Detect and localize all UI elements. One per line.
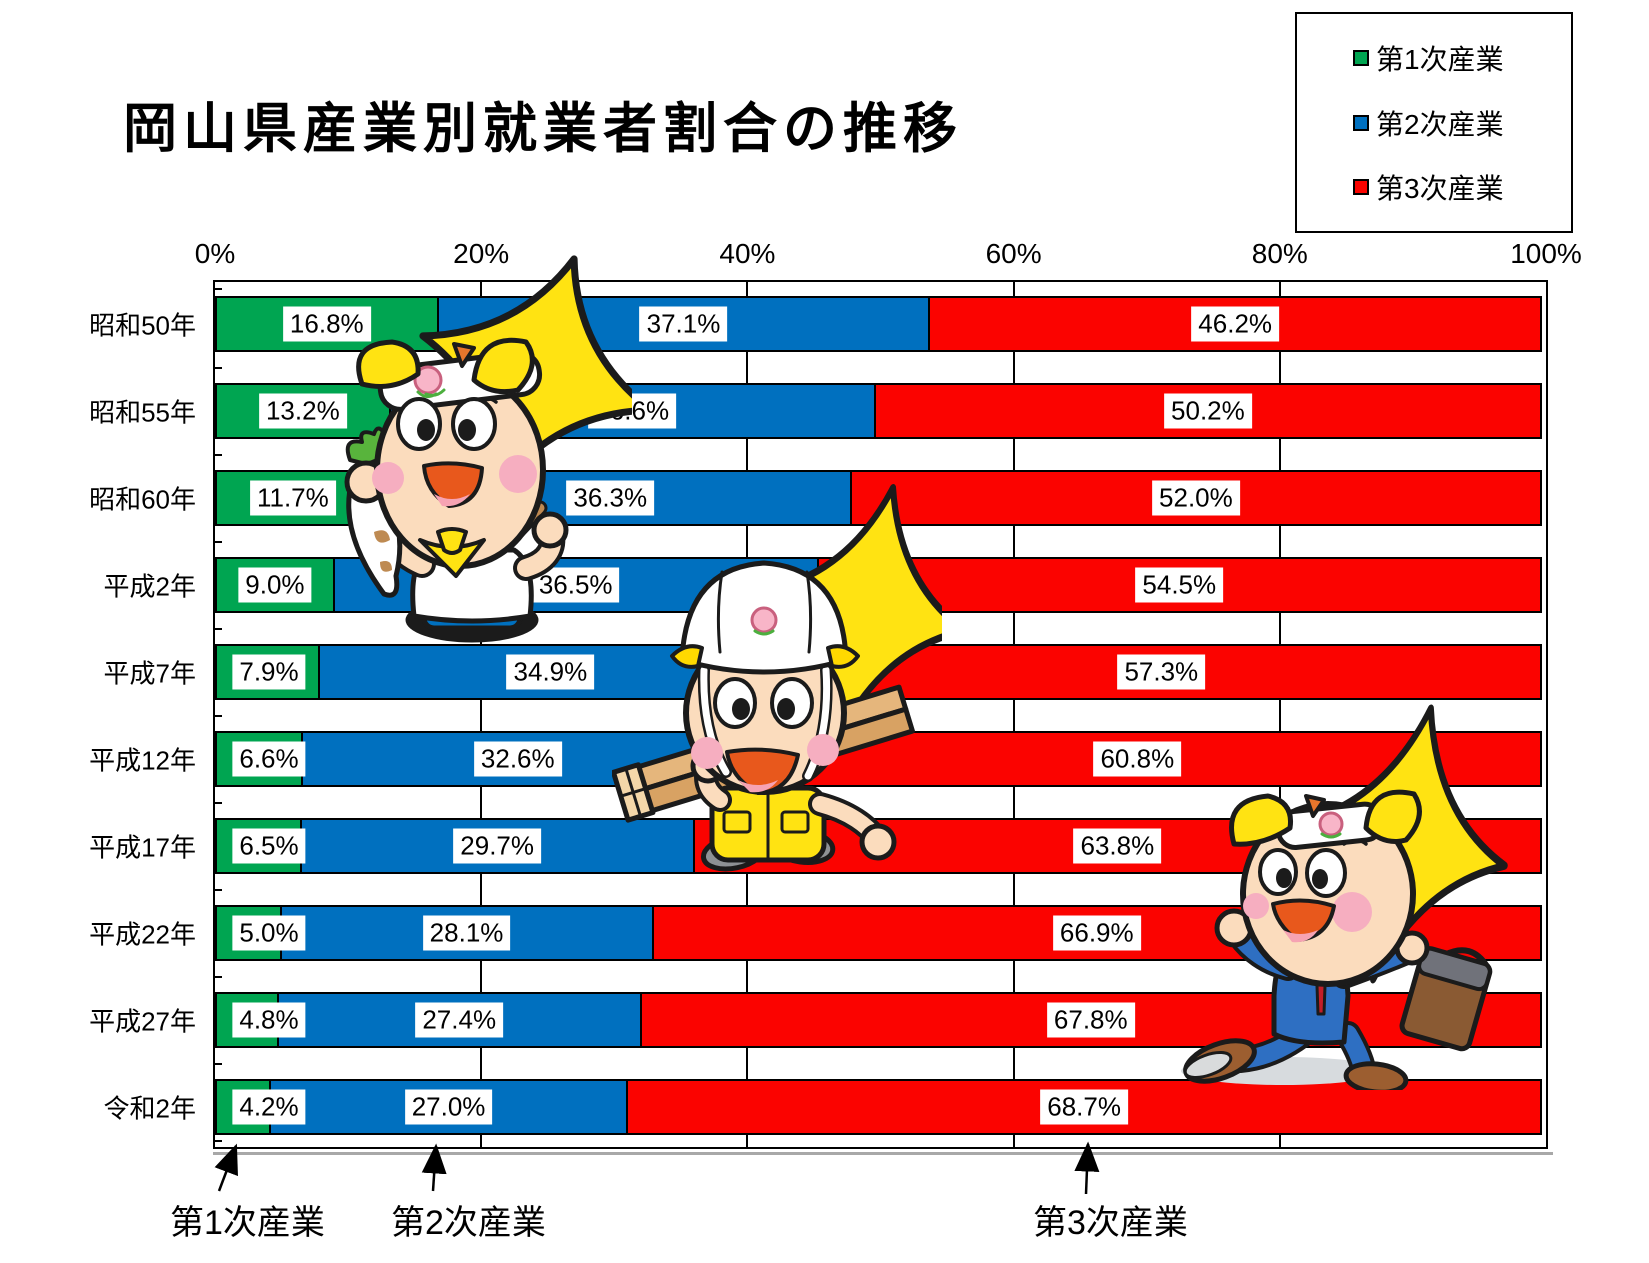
data-label: 46.2% (1191, 306, 1280, 342)
data-label: 16.8% (282, 306, 371, 342)
category-axis-tick (215, 627, 222, 630)
bar-segment-第1次産業: 11.7% (215, 470, 371, 526)
bar-segment-第2次産業: 27.4% (276, 992, 642, 1048)
legend-swatch-icon (1353, 178, 1369, 195)
category-axis-tick (215, 975, 222, 978)
category-label-平成17年: 平成17年 (89, 832, 196, 863)
category-label-平成12年: 平成12年 (89, 745, 196, 776)
data-label: 4.2% (232, 1089, 306, 1125)
data-label: 27.4% (415, 1002, 504, 1038)
bar-segment-第3次産業: 46.2% (928, 296, 1542, 352)
category-label-令和2年: 令和2年 (103, 1093, 196, 1124)
category-label-昭和60年: 昭和60年 (89, 484, 196, 515)
data-label: 27.0% (404, 1089, 493, 1125)
data-label: 37.1% (639, 306, 728, 342)
legend-label: 第1次産業 (1376, 44, 1504, 76)
bar-segment-第3次産業: 50.2% (873, 383, 1542, 439)
bar-segment-第2次産業: 27.0% (268, 1079, 629, 1135)
data-label: 11.7% (249, 480, 336, 516)
x-axis-tick-0%: 0% (194, 238, 236, 269)
data-label: 36.5% (531, 567, 620, 603)
category-axis-tick (215, 888, 222, 891)
data-label: 32.6% (473, 741, 562, 777)
gridline-80pct (1278, 282, 1281, 1147)
category-axis-tick (215, 366, 222, 369)
data-label: 60.8% (1093, 741, 1182, 777)
gridline-20pct (480, 282, 483, 1147)
x-axis-tick-100%: 100% (1510, 238, 1582, 269)
data-label: 57.3% (1117, 654, 1206, 690)
category-label-平成7年: 平成7年 (103, 658, 196, 689)
chart-title: 岡山県産業別就業者割合の推移 (123, 99, 963, 159)
data-label: 5.0% (232, 915, 306, 951)
legend-swatch-icon (1353, 114, 1369, 131)
mascot-construction-worker (612, 484, 942, 872)
legend-entry-2: 第2次産業 (1353, 103, 1571, 143)
legend-swatch-icon (1353, 50, 1369, 67)
bar-segment-第2次産業: 28.1% (279, 905, 654, 961)
bar-segment-第1次産業: 9.0% (215, 557, 335, 613)
data-label: 9.0% (238, 567, 312, 603)
plot-bottom-shadow-line (213, 1152, 1553, 1155)
data-label: 63.8% (1073, 828, 1162, 864)
category-label-昭和50年: 昭和50年 (89, 310, 196, 341)
category-label-平成2年: 平成2年 (103, 571, 196, 602)
category-axis-tick (215, 1062, 222, 1065)
callout-secondary-industry: 第2次産業 (391, 1204, 546, 1242)
data-label: 6.6% (232, 741, 306, 777)
bar-segment-第1次産業: 7.9% (215, 644, 321, 700)
bar-segment-第1次産業: 6.6% (215, 731, 306, 787)
category-axis-tick (215, 801, 222, 804)
callout-primary-industry: 第1次産業 (170, 1204, 325, 1242)
x-axis-tick-20%: 20% (453, 238, 510, 269)
bar-segment-第2次産業: 29.7% (299, 818, 695, 874)
bar-row-昭和55年: 13.2% 36.6% 50.2% (215, 383, 1546, 439)
category-axis-tick (215, 453, 222, 456)
data-label: 7.9% (232, 654, 306, 690)
data-label: 68.7% (1040, 1089, 1128, 1125)
bar-segment-第3次産業: 67.8% (639, 992, 1542, 1048)
x-axis-tick-40%: 40% (719, 238, 776, 269)
data-label: 50.2% (1164, 393, 1252, 429)
bar-segment-第1次産業: 4.8% (215, 992, 306, 1048)
gridline-60pct (1012, 282, 1015, 1147)
legend-entry-3: 第3次産業 (1353, 167, 1571, 207)
category-label-平成22年: 平成22年 (89, 919, 196, 950)
category-axis-tick (215, 540, 222, 543)
data-label: 34.9% (506, 654, 595, 690)
x-axis-tick-80%: 80% (1251, 238, 1308, 269)
category-axis-tick (215, 1140, 222, 1142)
data-label: 29.7% (453, 828, 542, 864)
legend-label: 第3次産業 (1376, 172, 1504, 204)
category-axis-tick (215, 714, 222, 717)
mascot-farmer (344, 255, 632, 643)
legend-label: 第2次産業 (1376, 108, 1504, 140)
data-label: 36.3% (566, 480, 655, 516)
data-label: 6.5% (232, 828, 306, 864)
data-label: 67.8% (1046, 1002, 1135, 1038)
bar-segment-第1次産業: 4.2% (215, 1079, 306, 1135)
data-label: 66.9% (1052, 915, 1141, 951)
data-label: 13.2% (258, 393, 347, 429)
bar-segment-第1次産業: 13.2% (215, 383, 391, 439)
bar-segment-第3次産業: 52.0% (849, 470, 1542, 526)
data-label: 4.8% (232, 1002, 306, 1038)
bar-row-令和2年: 4.2% 27.0% 68.7% (215, 1079, 1546, 1135)
category-axis-tick (215, 288, 222, 290)
data-label: 28.1% (422, 915, 511, 951)
data-label: 54.5% (1135, 567, 1224, 603)
category-label-昭和55年: 昭和55年 (89, 397, 196, 428)
mascot-businessman (1181, 704, 1508, 1090)
bar-segment-第1次産業: 5.0% (215, 905, 306, 961)
data-label: 52.0% (1152, 480, 1240, 516)
callout-tertiary-industry: 第3次産業 (1033, 1204, 1188, 1242)
x-axis-tick-60%: 60% (985, 238, 1042, 269)
legend-entry-1: 第1次産業 (1353, 38, 1571, 78)
bar-row-平成27年: 4.8% 27.4% 67.8% (215, 992, 1546, 1048)
category-label-平成27年: 平成27年 (89, 1006, 196, 1037)
bar-segment-第1次産業: 6.5% (215, 818, 306, 874)
legend: 第1次産業第2次産業第3次産業 (1295, 12, 1573, 233)
